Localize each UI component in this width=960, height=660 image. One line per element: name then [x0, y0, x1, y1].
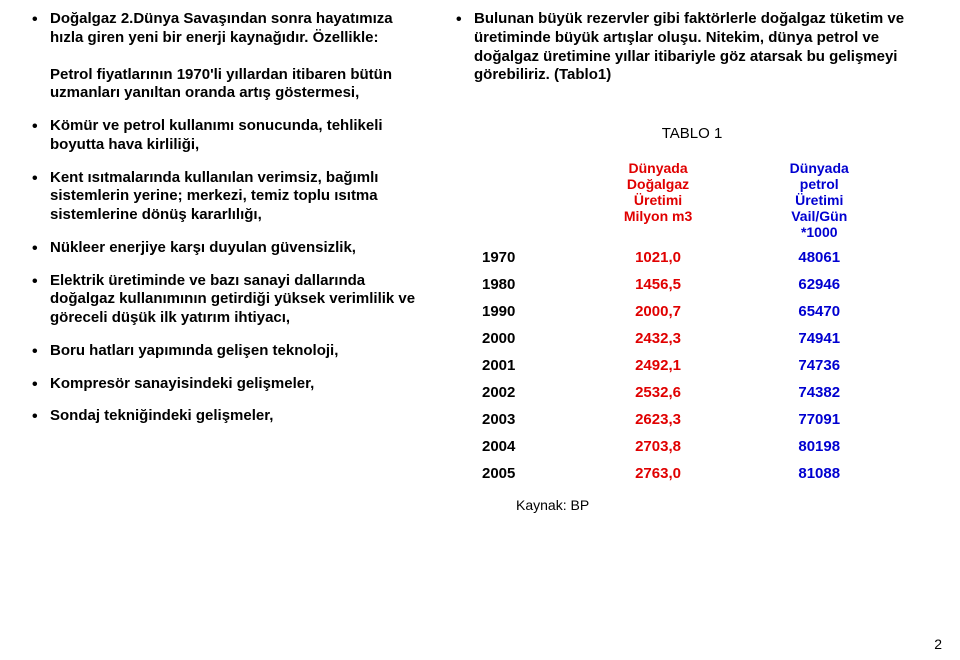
table-body: 1970 1021,0 48061 1980 1456,5 62946 1990 2000… — [476, 244, 895, 487]
left-column: Doğalgaz 2.Dünya Savaşından sonra hayatı… — [30, 10, 444, 640]
cell-year: 2003 — [482, 411, 515, 428]
th-gas-l2: Doğalgaz — [627, 176, 689, 192]
bullet-p6: Elektrik üretiminde ve bazı sanayi dalla… — [30, 272, 424, 328]
cell-oil: 74941 — [798, 330, 840, 347]
table-row: 2002 2532,6 74382 — [476, 379, 895, 406]
cell-year: 1970 — [482, 249, 515, 266]
cell-gas: 2492,1 — [635, 357, 681, 374]
table-row: 2001 2492,1 74736 — [476, 352, 895, 379]
cell-year: 2005 — [482, 465, 515, 482]
cell-oil: 77091 — [798, 411, 840, 428]
right-bullets: Bulunan büyük rezervler gibi faktörlerle… — [454, 10, 930, 85]
bullet-list: Doğalgaz 2.Dünya Savaşından sonra hayatı… — [30, 10, 424, 426]
table-row: 2005 2763,0 81088 — [476, 460, 895, 487]
th-gas-l4: Milyon m3 — [624, 208, 692, 224]
cell-gas: 1456,5 — [635, 276, 681, 293]
table-row: 1970 1021,0 48061 — [476, 244, 895, 271]
cell-year: 2004 — [482, 438, 515, 455]
table-row: 1990 2000,7 65470 — [476, 298, 895, 325]
th-oil-l1: Dünyada — [790, 160, 849, 176]
th-gas-l3: Üretimi — [634, 192, 682, 208]
table-caption: TABLO 1 — [454, 125, 930, 142]
table-row: 2004 2703,8 80198 — [476, 433, 895, 460]
cell-oil: 81088 — [798, 465, 840, 482]
data-table: Dünyada Doğalgaz Üretimi Milyon m3 Dünya… — [476, 156, 895, 487]
page-number: 2 — [934, 636, 942, 652]
cell-year: 1980 — [482, 276, 515, 293]
right-column: Bulunan büyük rezervler gibi faktörlerle… — [444, 10, 930, 640]
bullet-p9: Sondaj tekniğindeki gelişmeler, — [30, 407, 424, 426]
bullet-p8: Kompresör sanayisindeki gelişmeler, — [30, 375, 424, 394]
th-gas-l1: Dünyada — [628, 160, 687, 176]
th-oil-l4: Vail/Gün — [791, 208, 847, 224]
table-row: 2003 2623,3 77091 — [476, 406, 895, 433]
cell-oil: 62946 — [798, 276, 840, 293]
cell-gas: 2000,7 — [635, 303, 681, 320]
bullet-intro: Bulunan büyük rezervler gibi faktörlerle… — [454, 10, 930, 85]
th-oil: Dünyada petrol Üretimi Vail/Gün *1000 — [744, 156, 895, 244]
bullet-p7: Boru hatları yapımında gelişen teknoloji… — [30, 342, 424, 361]
cell-oil: 65470 — [798, 303, 840, 320]
source-text: Kaynak: BP — [516, 497, 930, 513]
cell-gas: 1021,0 — [635, 249, 681, 266]
th-oil-l3: Üretimi — [795, 192, 843, 208]
bullet-p5: Nükleer enerjiye karşı duyulan güvensizl… — [30, 239, 424, 258]
cell-oil: 74382 — [798, 384, 840, 401]
cell-gas: 2763,0 — [635, 465, 681, 482]
bullet-p3: Kömür ve petrol kullanımı sonucunda, teh… — [30, 117, 424, 155]
table-header-row: Dünyada Doğalgaz Üretimi Milyon m3 Dünya… — [476, 156, 895, 244]
th-oil-l2: petrol — [800, 176, 839, 192]
bullet-p2: Petrol fiyatlarının 1970'li yıllardan it… — [30, 66, 424, 104]
th-oil-l5: *1000 — [801, 224, 838, 240]
th-gas: Dünyada Doğalgaz Üretimi Milyon m3 — [572, 156, 743, 244]
cell-year: 2002 — [482, 384, 515, 401]
cell-year: 1990 — [482, 303, 515, 320]
cell-oil: 48061 — [798, 249, 840, 266]
bullet-p4: Kent ısıtmalarında kullanılan verimsiz, … — [30, 169, 424, 225]
bullet-p1: Doğalgaz 2.Dünya Savaşından sonra hayatı… — [30, 10, 424, 48]
table-row: 1980 1456,5 62946 — [476, 271, 895, 298]
cell-gas: 2432,3 — [635, 330, 681, 347]
cell-gas: 2703,8 — [635, 438, 681, 455]
table-row: 2000 2432,3 74941 — [476, 325, 895, 352]
cell-year: 2000 — [482, 330, 515, 347]
cell-gas: 2623,3 — [635, 411, 681, 428]
cell-oil: 80198 — [798, 438, 840, 455]
th-empty — [476, 156, 572, 244]
cell-year: 2001 — [482, 357, 515, 374]
cell-gas: 2532,6 — [635, 384, 681, 401]
cell-oil: 74736 — [798, 357, 840, 374]
